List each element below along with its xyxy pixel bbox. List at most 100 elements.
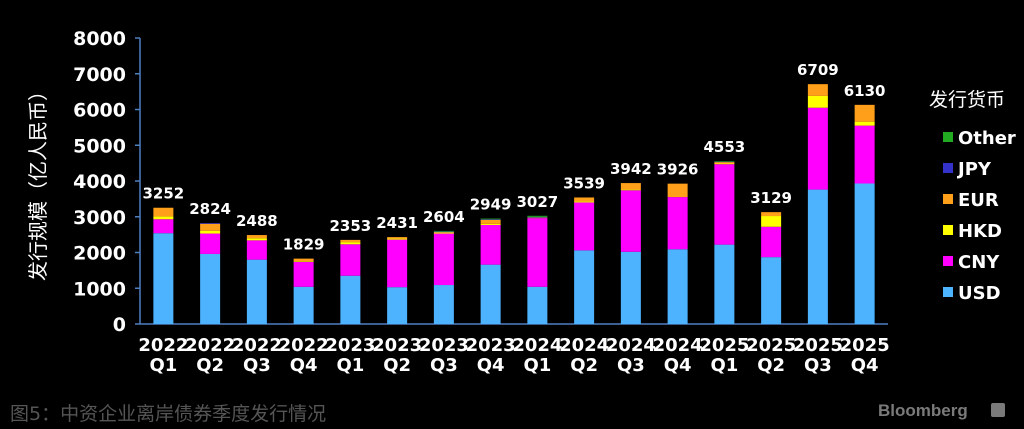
- bar-segment-cny: [480, 224, 501, 265]
- y-tick-label: 4000: [73, 171, 126, 193]
- x-tick-quarter: Q4: [664, 355, 692, 376]
- bar-segment-hkd: [620, 189, 641, 191]
- bloomberg-logo: Bloomberg: [878, 401, 968, 420]
- x-tick-quarter: Q3: [430, 355, 458, 376]
- bar-segment-usd: [293, 286, 314, 324]
- legend-swatch-eur: [943, 194, 953, 204]
- bar-segment-usd: [527, 286, 548, 324]
- x-tick-quarter: Q2: [757, 355, 785, 376]
- x-tick-quarter: Q4: [290, 355, 318, 376]
- x-tick-year: 2022: [138, 335, 188, 356]
- x-tick-quarter: Q1: [523, 355, 551, 376]
- legend-label-other: Other: [958, 128, 1016, 149]
- legend-label-jpy: JPY: [956, 159, 992, 180]
- x-tick-quarter: Q2: [570, 355, 598, 376]
- bar-segment-jpy: [200, 223, 221, 224]
- x-tick-year: 2024: [512, 335, 562, 356]
- y-tick-label: 5000: [73, 135, 126, 157]
- bar-segment-cny: [293, 261, 314, 287]
- x-tick-year: 2024: [653, 335, 703, 356]
- bar-segment-cny: [807, 107, 828, 190]
- bar-segment-usd: [761, 257, 782, 324]
- bar-segment-usd: [854, 183, 875, 324]
- y-tick-label: 0: [113, 314, 126, 336]
- x-tick-year: 2022: [279, 335, 329, 356]
- bar-segment-eur: [527, 217, 548, 219]
- legend-swatch-hkd: [943, 225, 953, 235]
- bar-segment-eur: [761, 212, 782, 217]
- x-tick-year: 2023: [325, 335, 375, 356]
- bar-segment-usd: [433, 285, 454, 324]
- bar-segment-hkd: [200, 230, 221, 234]
- x-tick-quarter: Q2: [383, 355, 411, 376]
- bar-total-label: 3942: [610, 160, 652, 178]
- bar-segment-eur: [807, 84, 828, 96]
- bar-total-label: 2353: [330, 217, 372, 235]
- bar-segment-hkd: [854, 121, 875, 126]
- bar-segment-hkd: [153, 216, 174, 220]
- bar-segment-cny: [387, 239, 408, 288]
- bar-segment-eur: [667, 183, 688, 198]
- x-tick-year: 2023: [419, 335, 469, 356]
- bar-segment-eur: [714, 161, 735, 164]
- bar-segment-hkd: [714, 163, 735, 165]
- bar-segment-eur: [854, 104, 875, 122]
- bar-segment-cny: [714, 164, 735, 245]
- bar-segment-usd: [153, 233, 174, 324]
- x-tick-quarter: Q3: [617, 355, 645, 376]
- bar-segment-jpy: [480, 219, 501, 220]
- bar-total-label: 1829: [283, 236, 325, 254]
- x-tick-year: 2025: [793, 335, 843, 356]
- bar-total-label: 6130: [844, 82, 886, 100]
- bar-segment-hkd: [387, 238, 408, 240]
- x-tick-year: 2024: [559, 335, 609, 356]
- x-tick-quarter: Q1: [149, 355, 177, 376]
- bar-segment-usd: [340, 275, 361, 324]
- bar-segment-eur: [480, 219, 501, 224]
- bar-segment-cny: [200, 233, 221, 254]
- x-tick-quarter: Q1: [710, 355, 738, 376]
- bar-total-label: 4553: [704, 138, 746, 156]
- y-tick-label: 2000: [73, 243, 126, 265]
- bar-segment-eur: [153, 207, 174, 217]
- bar-segment-cny: [153, 219, 174, 234]
- x-tick-year: 2022: [185, 335, 235, 356]
- bar-total-label: 3129: [750, 189, 792, 207]
- bar-segment-jpy: [714, 161, 735, 163]
- legend-title: 发行货币: [929, 89, 1005, 111]
- bar-segment-cny: [574, 202, 595, 251]
- x-tick-quarter: Q2: [196, 355, 224, 376]
- bar-segment-eur: [433, 231, 454, 233]
- bar-segment-other: [714, 161, 735, 162]
- bar-segment-usd: [387, 287, 408, 324]
- bar-segment-hkd: [340, 242, 361, 245]
- bar-total-label: 3539: [563, 174, 605, 192]
- bar-segment-usd: [667, 249, 688, 324]
- bar-segment-cny: [433, 233, 454, 286]
- y-tick-label: 3000: [73, 207, 126, 229]
- bar-segment-usd: [246, 259, 267, 324]
- legend-label-cny: CNY: [958, 252, 1000, 273]
- x-tick-quarter: Q1: [336, 355, 364, 376]
- bar-segment-hkd: [433, 232, 454, 234]
- bar-segment-hkd: [807, 95, 828, 108]
- bar-total-label: 6709: [797, 61, 839, 79]
- legend-swatch-cny: [943, 256, 953, 266]
- bar-segment-hkd: [246, 238, 267, 241]
- x-tick-quarter: Q4: [851, 355, 879, 376]
- y-tick-label: 6000: [73, 100, 126, 122]
- x-tick-year: 2025: [746, 335, 796, 356]
- bar-segment-hkd: [293, 261, 314, 262]
- bar-segment-usd: [620, 251, 641, 324]
- bar-segment-cny: [527, 218, 548, 287]
- bar-total-label: 2949: [470, 196, 512, 214]
- y-tick-label: 7000: [73, 64, 126, 86]
- x-tick-year: 2025: [699, 335, 749, 356]
- legend-label-hkd: HKD: [958, 221, 1002, 242]
- bar-segment-cny: [854, 125, 875, 184]
- bar-segment-usd: [574, 250, 595, 324]
- bar-segment-cny: [340, 244, 361, 276]
- bar-segment-jpy: [527, 216, 548, 218]
- bar-total-label: 2604: [423, 208, 465, 226]
- bar-segment-other: [527, 215, 548, 217]
